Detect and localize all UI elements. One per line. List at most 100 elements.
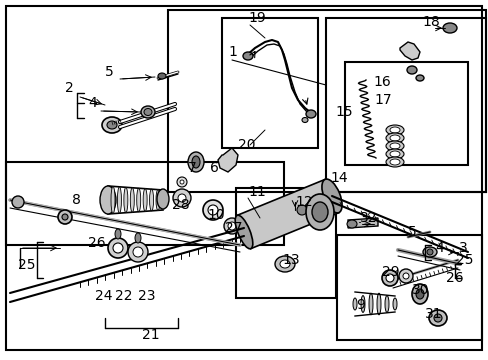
Ellipse shape [389,143,399,149]
Ellipse shape [207,205,218,215]
Ellipse shape [117,187,121,213]
Ellipse shape [384,296,388,312]
Ellipse shape [203,200,223,220]
Ellipse shape [149,189,153,211]
Ellipse shape [156,190,160,210]
Text: 29: 29 [381,265,399,279]
Bar [222,18,317,148]
Ellipse shape [62,214,68,220]
Ellipse shape [406,66,416,74]
Polygon shape [347,218,377,228]
Ellipse shape [108,238,128,258]
Ellipse shape [187,152,203,172]
Ellipse shape [115,229,121,239]
Text: 26: 26 [445,271,463,285]
Ellipse shape [385,149,403,159]
Text: 25: 25 [455,253,472,267]
Ellipse shape [385,141,403,151]
Text: 19: 19 [247,11,265,25]
Ellipse shape [376,293,380,315]
Text: 30: 30 [411,283,428,297]
Text: 20: 20 [238,138,255,152]
Text: 4: 4 [434,241,443,255]
Ellipse shape [177,177,186,187]
Polygon shape [399,42,419,60]
Text: 18: 18 [421,15,439,29]
Ellipse shape [305,194,333,230]
Ellipse shape [274,256,294,272]
Ellipse shape [180,180,183,184]
Text: 15: 15 [334,105,352,119]
Ellipse shape [296,205,306,215]
Text: 11: 11 [247,185,265,199]
Bar [168,10,485,192]
Polygon shape [218,148,238,172]
Ellipse shape [346,220,356,228]
Text: 12: 12 [294,195,312,209]
Ellipse shape [402,273,408,279]
Bar [236,188,335,298]
Ellipse shape [385,125,403,135]
Ellipse shape [133,247,142,257]
Ellipse shape [311,202,327,222]
Ellipse shape [360,296,364,312]
Ellipse shape [102,117,122,133]
Text: 13: 13 [282,253,299,267]
Ellipse shape [385,274,393,282]
Ellipse shape [243,52,252,60]
Ellipse shape [305,110,315,118]
Text: 9: 9 [355,298,364,312]
Ellipse shape [389,159,399,165]
Ellipse shape [302,117,307,122]
Text: 25: 25 [18,258,36,272]
Ellipse shape [12,196,24,208]
Ellipse shape [157,189,169,209]
Ellipse shape [128,242,148,262]
Ellipse shape [141,106,155,118]
Ellipse shape [192,156,200,168]
Text: 6: 6 [209,161,219,175]
Ellipse shape [111,186,115,213]
Ellipse shape [280,260,289,268]
Text: 16: 16 [372,75,390,89]
Ellipse shape [135,233,141,243]
Bar [6,162,284,245]
Text: 23: 23 [138,289,155,303]
Ellipse shape [385,157,403,167]
Text: 4: 4 [88,96,97,110]
Polygon shape [237,179,338,249]
Ellipse shape [428,310,446,326]
Ellipse shape [389,127,399,133]
Ellipse shape [368,293,372,315]
Text: 7: 7 [187,161,196,175]
Text: 27: 27 [224,221,242,235]
Ellipse shape [113,243,123,253]
Bar [325,18,485,192]
Ellipse shape [381,270,397,286]
Text: 5: 5 [105,65,114,79]
Ellipse shape [100,186,116,214]
Ellipse shape [178,194,185,202]
Ellipse shape [426,249,432,255]
Text: 24: 24 [95,289,112,303]
Text: 1: 1 [227,45,236,59]
Text: 22: 22 [115,289,132,303]
Ellipse shape [389,151,399,157]
Ellipse shape [389,135,399,141]
Bar [336,235,481,340]
Ellipse shape [123,187,127,213]
Text: 14: 14 [329,171,347,185]
Text: 8: 8 [72,193,81,207]
Ellipse shape [411,284,427,304]
Ellipse shape [227,222,236,230]
Text: 5: 5 [407,225,416,239]
Ellipse shape [385,133,403,143]
Ellipse shape [137,188,141,212]
Ellipse shape [422,247,436,257]
Ellipse shape [415,75,423,81]
Ellipse shape [143,108,152,116]
Text: 26: 26 [88,236,105,250]
Ellipse shape [433,314,441,322]
Text: 21: 21 [142,328,159,342]
Text: 10: 10 [206,208,224,222]
